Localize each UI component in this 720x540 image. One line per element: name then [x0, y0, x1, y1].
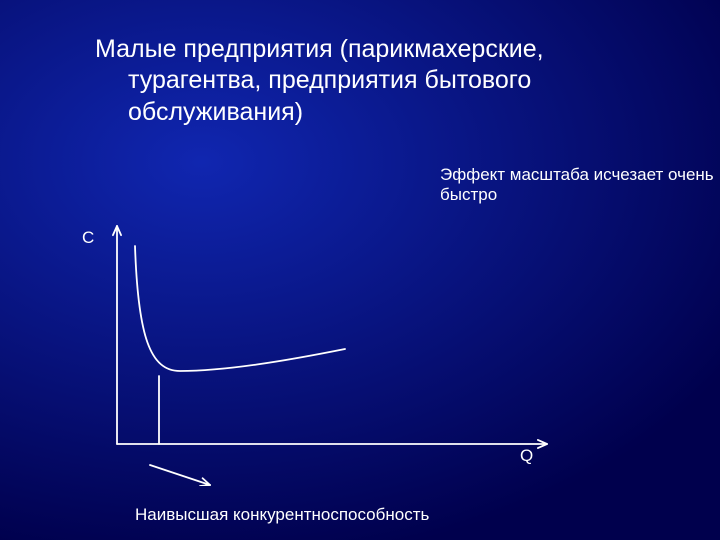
annotation-scale-effect: Эффект масштаба исчезает очень быстро [440, 165, 714, 205]
cost-curve [135, 246, 345, 371]
axis-label-y: C [82, 228, 94, 248]
cost-curve-diagram [95, 216, 565, 486]
slide-title: Малые предприятия (парикмахерские, тураг… [95, 34, 544, 128]
annotation-competitiveness: Наивысшая конкурентноспособность [135, 505, 429, 525]
slide: Малые предприятия (парикмахерские, тураг… [0, 0, 720, 540]
